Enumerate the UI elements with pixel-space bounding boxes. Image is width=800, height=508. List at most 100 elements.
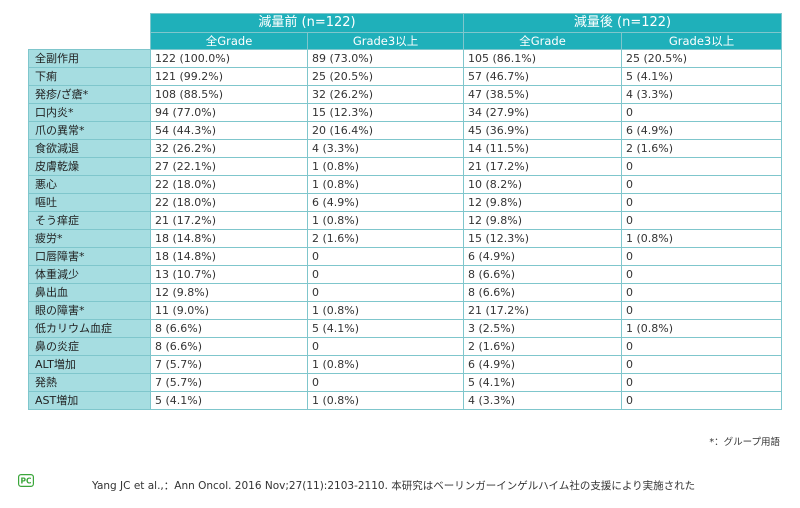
corner-cell [28, 13, 151, 50]
cell-before-all-grade: 8 (6.6%) [150, 319, 308, 338]
row-label: 嘔吐 [28, 193, 151, 212]
table-row: 悪心 22 (18.0%) 1 (0.8%) 10 (8.2%) 0 [28, 175, 783, 194]
table-row: 下痢 121 (99.2%) 25 (20.5%) 57 (46.7%) 5 (4.1%… [28, 67, 783, 86]
row-label: 悪心 [28, 175, 151, 194]
subheader-row: 全Grade Grade3以上 全Grade Grade3以上 [29, 32, 783, 50]
row-label: 食欲減退 [28, 139, 151, 158]
cell-after-all-grade: 21 (17.2%) [463, 301, 623, 320]
cell-after-grade3: 25 (20.5%) [621, 49, 783, 68]
cell-after-grade3: 0 [621, 301, 783, 320]
cell-before-all-grade: 18 (14.8%) [150, 229, 308, 248]
cell-after-all-grade: 12 (9.8%) [463, 211, 623, 230]
cell-after-all-grade: 4 (3.3%) [463, 391, 623, 410]
subheader-after-all-grade: 全Grade [463, 32, 623, 50]
cell-before-all-grade: 12 (9.8%) [150, 283, 308, 302]
table-row: 皮膚乾燥 27 (22.1%) 1 (0.8%) 21 (17.2%) 0 [28, 157, 783, 176]
cell-before-grade3: 89 (73.0%) [306, 49, 465, 68]
cell-before-grade3: 0 [306, 247, 465, 266]
cell-before-grade3: 1 (0.8%) [306, 391, 465, 410]
pc-logo-text: PC [20, 477, 31, 486]
table-row: 鼻の炎症 8 (6.6%) 0 2 (1.6%) 0 [28, 337, 783, 356]
row-label: 疲労* [28, 229, 151, 248]
group-header-before: 減量前 (n=122) [149, 13, 465, 33]
cell-after-grade3: 0 [621, 337, 783, 356]
cell-before-all-grade: 27 (22.1%) [150, 157, 308, 176]
table-row: 発熱 7 (5.7%) 0 5 (4.1%) 0 [28, 373, 783, 392]
cell-after-all-grade: 6 (4.9%) [463, 355, 623, 374]
cell-after-grade3: 0 [621, 175, 783, 194]
table-row: ALT増加 7 (5.7%) 1 (0.8%) 6 (4.9%) 0 [28, 355, 783, 374]
cell-after-grade3: 2 (1.6%) [621, 139, 783, 158]
table-row: 疲労* 18 (14.8%) 2 (1.6%) 15 (12.3%) 1 (0.8%) [28, 229, 783, 248]
cell-after-all-grade: 14 (11.5%) [463, 139, 623, 158]
pc-logo-icon: PC [18, 474, 34, 487]
row-label: 口唇障害* [28, 247, 151, 266]
citation: Yang JC et al.,：Ann Oncol. 2016 Nov;27(1… [92, 480, 696, 492]
group-header-after: 減量後 (n=122) [463, 13, 783, 33]
cell-before-all-grade: 122 (100.0%) [150, 49, 308, 68]
cell-after-grade3: 0 [621, 391, 783, 410]
cell-before-grade3: 4 (3.3%) [306, 139, 465, 158]
cell-after-all-grade: 15 (12.3%) [463, 229, 623, 248]
cell-before-all-grade: 13 (10.7%) [150, 265, 308, 284]
cell-after-all-grade: 5 (4.1%) [463, 373, 623, 392]
table-row: 口唇障害* 18 (14.8%) 0 6 (4.9%) 0 [28, 247, 783, 266]
cell-before-all-grade: 7 (5.7%) [150, 373, 308, 392]
cell-after-all-grade: 3 (2.5%) [463, 319, 623, 338]
cell-before-grade3: 32 (26.2%) [306, 85, 465, 104]
cell-before-all-grade: 32 (26.2%) [150, 139, 308, 158]
cell-before-grade3: 25 (20.5%) [306, 67, 465, 86]
row-label: 鼻出血 [28, 283, 151, 302]
cell-before-grade3: 6 (4.9%) [306, 193, 465, 212]
cell-after-grade3: 0 [621, 373, 783, 392]
cell-after-grade3: 0 [621, 283, 783, 302]
table-row: 眼の障害* 11 (9.0%) 1 (0.8%) 21 (17.2%) 0 [28, 301, 783, 320]
cell-after-all-grade: 8 (6.6%) [463, 283, 623, 302]
row-label: AST増加 [28, 391, 151, 410]
cell-before-grade3: 15 (12.3%) [306, 103, 465, 122]
cell-before-all-grade: 8 (6.6%) [150, 337, 308, 356]
row-label: 皮膚乾燥 [28, 157, 151, 176]
cell-after-grade3: 6 (4.9%) [621, 121, 783, 140]
row-label: 体重減少 [28, 265, 151, 284]
cell-before-grade3: 1 (0.8%) [306, 211, 465, 230]
cell-before-grade3: 20 (16.4%) [306, 121, 465, 140]
footnote: *：グループ用語 [709, 437, 780, 448]
cell-before-all-grade: 22 (18.0%) [150, 175, 308, 194]
table-row: 食欲減退 32 (26.2%) 4 (3.3%) 14 (11.5%) 2 (1.6%) [28, 139, 783, 158]
cell-before-grade3: 0 [306, 373, 465, 392]
cell-before-all-grade: 94 (77.0%) [150, 103, 308, 122]
cell-after-grade3: 4 (3.3%) [621, 85, 783, 104]
cell-before-all-grade: 11 (9.0%) [150, 301, 308, 320]
cell-after-all-grade: 57 (46.7%) [463, 67, 623, 86]
cell-before-grade3: 5 (4.1%) [306, 319, 465, 338]
cell-after-all-grade: 45 (36.9%) [463, 121, 623, 140]
table-row: 爪の異常* 54 (44.3%) 20 (16.4%) 45 (36.9%) 6 (4.… [28, 121, 783, 140]
table-row: 嘔吐 22 (18.0%) 6 (4.9%) 12 (9.8%) 0 [28, 193, 783, 212]
cell-before-grade3: 1 (0.8%) [306, 355, 465, 374]
table-body: 全副作用 122 (100.0%) 89 (73.0%) 105 (86.1%) 25 … [28, 49, 783, 410]
cell-before-all-grade: 22 (18.0%) [150, 193, 308, 212]
cell-after-all-grade: 34 (27.9%) [463, 103, 623, 122]
subheader-before-all-grade: 全Grade [150, 32, 308, 50]
cell-before-all-grade: 121 (99.2%) [150, 67, 308, 86]
cell-after-all-grade: 10 (8.2%) [463, 175, 623, 194]
subheader-after-grade3: Grade3以上 [621, 32, 783, 50]
table-row: そう痒症 21 (17.2%) 1 (0.8%) 12 (9.8%) 0 [28, 211, 783, 230]
cell-after-all-grade: 105 (86.1%) [463, 49, 623, 68]
group-header-row: 減量前 (n=122) 減量後 (n=122) [28, 13, 783, 50]
row-label: 全副作用 [28, 49, 151, 68]
cell-before-grade3: 1 (0.8%) [306, 301, 465, 320]
table-row: AST増加 5 (4.1%) 1 (0.8%) 4 (3.3%) 0 [28, 391, 783, 410]
cell-after-grade3: 0 [621, 103, 783, 122]
row-label: 低カリウム血症 [28, 319, 151, 338]
cell-after-grade3: 0 [621, 157, 783, 176]
table-row: 口内炎* 94 (77.0%) 15 (12.3%) 34 (27.9%) 0 [28, 103, 783, 122]
cell-before-grade3: 0 [306, 337, 465, 356]
cell-after-grade3: 0 [621, 193, 783, 212]
row-label: 口内炎* [28, 103, 151, 122]
cell-after-grade3: 1 (0.8%) [621, 319, 783, 338]
row-label: 発疹/ざ瘡* [28, 85, 151, 104]
table-row: 体重減少 13 (10.7%) 0 8 (6.6%) 0 [28, 265, 783, 284]
cell-after-all-grade: 12 (9.8%) [463, 193, 623, 212]
